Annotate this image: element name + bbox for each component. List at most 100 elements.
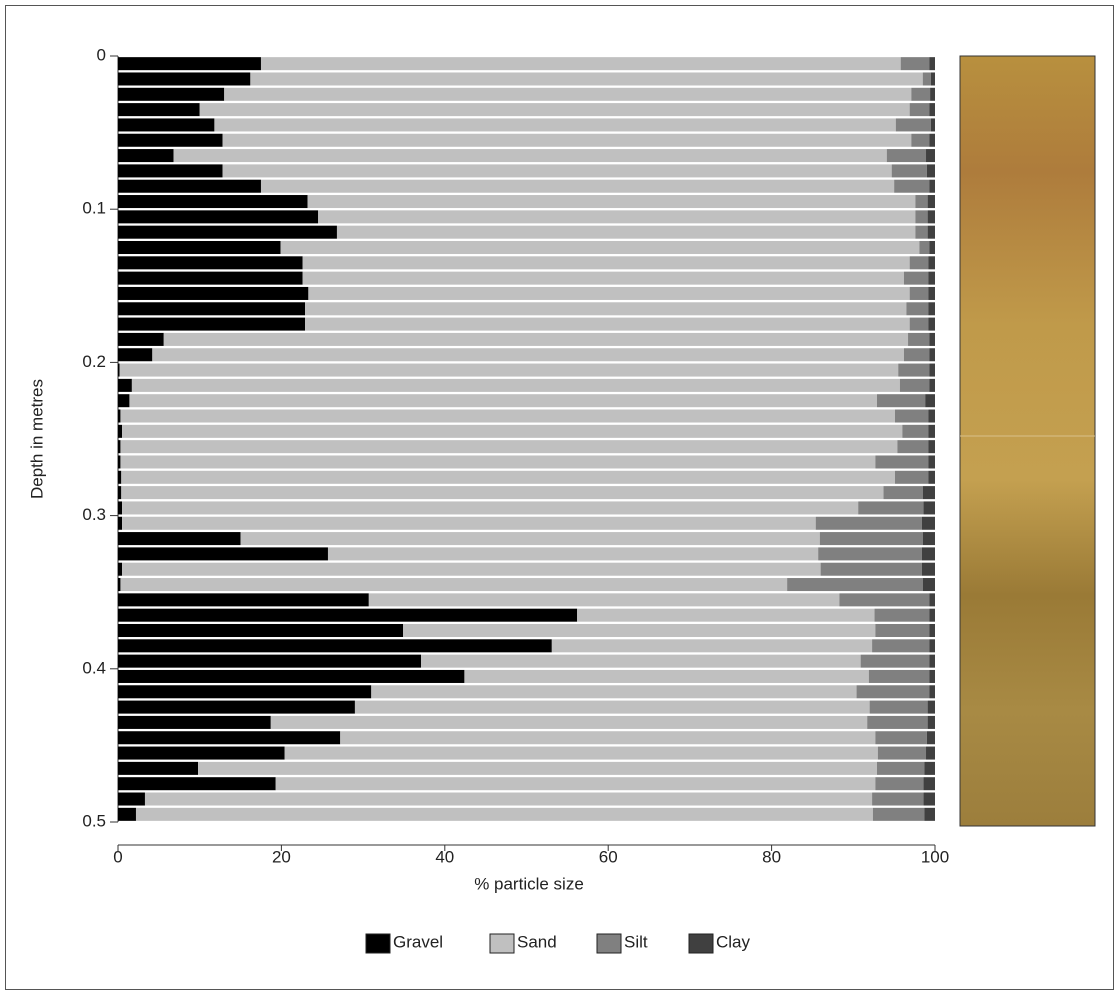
bar-segment: [118, 470, 122, 484]
bar-segment: [902, 424, 929, 438]
bar-segment: [819, 532, 923, 546]
bar-segment: [872, 792, 924, 806]
bar-segment: [919, 240, 930, 255]
bar-segment: [464, 669, 869, 683]
core-photo: [959, 55, 1096, 827]
bar-segment: [122, 516, 816, 530]
bar-segment: [118, 746, 285, 760]
bar-segment: [122, 501, 859, 515]
bar-segment: [280, 240, 920, 255]
bar-segment: [926, 164, 935, 178]
bar-segment: [928, 424, 935, 438]
bar-segment: [915, 225, 928, 239]
bar-segment: [118, 562, 123, 576]
bar-segment: [118, 149, 174, 163]
x-tick-label: 0: [113, 847, 122, 866]
bar-segment: [260, 57, 901, 71]
bar-segment: [222, 164, 892, 178]
bar-segment: [118, 761, 199, 775]
bar-segment: [275, 777, 876, 791]
legend-label: Sand: [517, 932, 557, 951]
bar-segment: [118, 394, 130, 408]
bar-segment: [923, 501, 935, 515]
bar-segment: [874, 608, 930, 622]
bar-segment: [927, 700, 935, 714]
bar-segment: [118, 225, 337, 239]
bar-segment: [118, 57, 261, 71]
bar-segment: [900, 57, 930, 71]
bar-segment: [928, 409, 935, 423]
bar-segment: [121, 486, 884, 500]
bar-segment: [815, 516, 922, 530]
bar-segment: [922, 486, 935, 500]
bar-segment: [868, 669, 930, 683]
bar-segment: [120, 440, 898, 454]
bar-segment: [921, 516, 935, 530]
bar-segment: [118, 87, 225, 101]
bar-segment: [926, 731, 935, 745]
bar-segment: [875, 623, 930, 638]
bar-segment: [421, 654, 861, 668]
bar-segment: [928, 286, 935, 300]
bar-segment: [131, 378, 900, 392]
bar-segment: [118, 731, 341, 745]
bar-segment: [903, 271, 929, 285]
bar-segment: [121, 470, 895, 484]
bar-segment: [930, 87, 935, 101]
bar-segment: [927, 225, 935, 239]
bar-segment: [129, 394, 877, 408]
bar-segment: [928, 302, 935, 316]
bar-segment: [928, 317, 935, 331]
bar-segment: [118, 516, 123, 530]
bar-segment: [929, 623, 935, 638]
bar-segment: [118, 133, 223, 147]
bar-segment: [903, 348, 930, 362]
legend-label: Gravel: [393, 932, 443, 951]
bar-segment: [921, 562, 935, 576]
bar-segment: [929, 593, 935, 607]
bar-segment: [118, 332, 164, 346]
bar-segment: [118, 532, 241, 546]
bar-segment: [327, 547, 819, 561]
bar-segment: [118, 669, 465, 683]
y-tick-label: 0.3: [82, 505, 106, 524]
bar-segment: [118, 195, 308, 209]
bar-segment: [214, 118, 896, 132]
bar-segment: [118, 72, 251, 86]
bar-segment: [302, 256, 910, 270]
bar-segment: [883, 486, 923, 500]
bar-segment: [869, 700, 928, 714]
bar-segment: [118, 240, 281, 255]
bar-segment: [894, 470, 929, 484]
bar-segment: [894, 179, 930, 193]
bar-segment: [926, 746, 935, 760]
y-axis-label: Depth in metres: [27, 379, 46, 499]
bar-segment: [929, 133, 935, 147]
bar-segment: [922, 532, 935, 546]
bar-segment: [551, 639, 873, 653]
bar-segment: [921, 547, 935, 561]
bar-segment: [118, 179, 261, 193]
bar-segment: [927, 210, 935, 224]
bar-segment: [260, 179, 895, 193]
bar-segment: [929, 378, 935, 392]
bar-segment: [163, 332, 909, 346]
bar-segment: [925, 394, 935, 408]
bar-segment: [898, 363, 930, 377]
bar-segment: [118, 486, 122, 500]
bar-segment: [929, 179, 935, 193]
bar-segment: [895, 118, 931, 132]
bar-segment: [872, 639, 930, 653]
bar-segment: [856, 685, 930, 699]
bar-segment: [144, 792, 873, 806]
bar-segment: [875, 455, 929, 469]
legend-swatch: [596, 933, 622, 954]
x-tick-label: 60: [599, 847, 618, 866]
bar-segment: [929, 240, 935, 255]
bar-segment: [899, 378, 930, 392]
bar-segment: [199, 103, 910, 117]
bar-segment: [368, 593, 840, 607]
y-tick-label: 0.5: [82, 811, 106, 830]
bar-segment: [318, 210, 916, 224]
